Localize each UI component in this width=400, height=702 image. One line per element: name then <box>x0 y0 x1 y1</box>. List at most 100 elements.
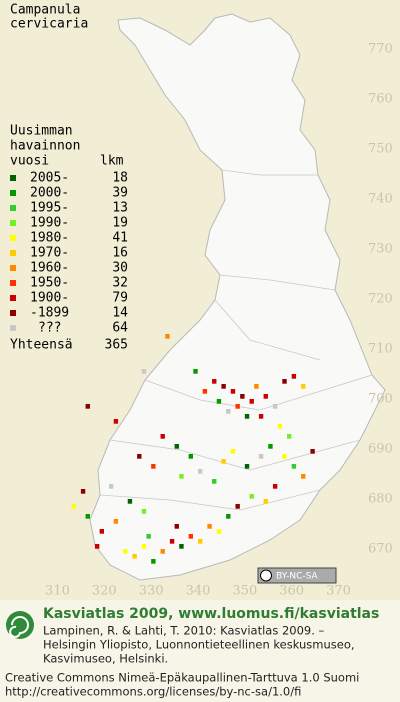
legend-swatch <box>10 205 16 211</box>
legend-label: -1899 <box>30 306 69 321</box>
occurrence-square <box>207 524 212 529</box>
citation: Helsingin Yliopisto, Luonnontieteellinen… <box>43 638 355 652</box>
citation: Kasvimuseo, Helsinki. <box>43 652 168 666</box>
license-url: http://creativecommons.org/licenses/by-n… <box>5 685 301 699</box>
x-tick-label: 310 <box>45 584 70 599</box>
occurrence-square <box>263 499 268 504</box>
legend-count: 30 <box>112 261 128 276</box>
legend-count: 14 <box>112 306 128 321</box>
region-borders <box>99 169 373 511</box>
occurrence-square <box>212 479 217 484</box>
occurrence-square <box>272 404 278 409</box>
license-text: Creative Commons Nimeä-Epäkaupallinen-Ta… <box>5 671 359 685</box>
occurrence-square <box>291 464 297 469</box>
occurrence-squares <box>71 334 315 564</box>
occurrence-square <box>216 529 222 534</box>
legend-label: 1980- <box>30 231 69 246</box>
occurrence-square <box>165 334 170 339</box>
occurrence-square <box>169 539 175 544</box>
occurrence-square <box>249 399 254 404</box>
grid-ticks: 310 320 330 340 350 360 370 670 680 690 700 710 720 7… <box>45 42 393 599</box>
occurrence-square <box>179 544 184 549</box>
logo-spiral <box>9 616 29 638</box>
y-tick-label: 700 <box>368 392 393 407</box>
occurrence-square <box>85 514 90 519</box>
occurrence-square <box>221 384 226 389</box>
y-tick-label: 670 <box>368 542 393 557</box>
occurrence-square <box>151 464 156 469</box>
legend-header: vuosi <box>10 154 49 169</box>
occurrence-square <box>277 424 283 429</box>
occurrence-square <box>272 484 278 489</box>
legend-label: ??? <box>38 321 61 336</box>
occurrence-square <box>141 369 147 374</box>
occurrence-square <box>226 409 231 414</box>
legend-swatch <box>10 235 16 241</box>
occurrence-square <box>174 524 179 529</box>
occurrence-square <box>141 509 147 514</box>
footer-headline: Kasviatlas 2009, www.luomus.fi/kasviatla… <box>43 606 379 622</box>
legend-label: 1960- <box>30 261 69 276</box>
x-tick-label: 370 <box>326 584 351 599</box>
occurrence-square <box>198 469 203 474</box>
legend-swatch <box>10 310 16 316</box>
x-tick-label: 360 <box>279 584 304 599</box>
legend-label: 1950- <box>30 276 69 291</box>
occurrence-square <box>282 379 287 384</box>
legend-swatch <box>10 325 16 331</box>
legend: 2005- 18 2000- 39 1995- 13 1990- 19 1980- 41 1970-… <box>10 171 128 336</box>
occurrence-square <box>226 514 231 519</box>
legend-swatch <box>10 190 16 196</box>
occurrence-square <box>113 519 119 524</box>
species-name: Campanula <box>10 3 80 18</box>
occurrence-square <box>287 434 292 439</box>
occurrence-square <box>230 389 236 394</box>
occurrence-square <box>249 494 254 499</box>
occurrence-square <box>268 444 273 449</box>
occurrence-square <box>301 384 306 389</box>
occurrence-square <box>258 414 264 419</box>
legend-label: 2005- <box>30 171 69 186</box>
legend-swatch <box>10 280 16 286</box>
occurrence-square <box>109 484 114 489</box>
occurrence-square <box>230 449 236 454</box>
logo-circle <box>6 611 34 639</box>
legend-count: 39 <box>112 186 128 201</box>
occurrence-square <box>282 454 287 459</box>
y-tick-label: 720 <box>368 292 393 307</box>
legend-swatch <box>10 295 16 301</box>
occurrence-square <box>179 474 184 479</box>
legend-count: 32 <box>112 276 128 291</box>
legend-swatch <box>10 250 16 256</box>
occurrence-square <box>235 504 240 509</box>
occurrence-square <box>188 454 194 459</box>
occurrence-square <box>216 399 222 404</box>
y-tick-label: 770 <box>368 42 393 57</box>
occurrence-square <box>254 384 259 389</box>
legend-swatch <box>10 220 16 226</box>
occurrence-square <box>123 549 128 554</box>
license-badge: BY-NC-SA <box>257 567 337 584</box>
legend-count: 41 <box>112 231 128 246</box>
occurrence-square <box>127 499 133 504</box>
occurrence-square <box>235 404 240 409</box>
occurrence-square <box>263 394 268 399</box>
occurrence-square <box>240 394 245 399</box>
citation: Lampinen, R. & Lahti, T. 2010: Kasviatla… <box>43 624 325 638</box>
occurrence-square <box>160 549 165 554</box>
y-tick-label: 760 <box>368 92 393 107</box>
occurrence-square <box>258 454 264 459</box>
occurrence-square <box>188 534 194 539</box>
legend-label: 1900- <box>30 291 69 306</box>
y-tick-label: 680 <box>368 492 393 507</box>
legend-count: 64 <box>112 321 128 336</box>
legend-count: 16 <box>112 246 128 261</box>
legend-count: 19 <box>112 216 128 231</box>
occurrence-square <box>310 449 315 454</box>
legend-swatch <box>10 265 16 271</box>
x-tick-label: 350 <box>232 584 257 599</box>
y-tick-label: 750 <box>368 142 393 157</box>
occurrence-square <box>99 529 105 534</box>
occurrence-square <box>113 419 119 424</box>
